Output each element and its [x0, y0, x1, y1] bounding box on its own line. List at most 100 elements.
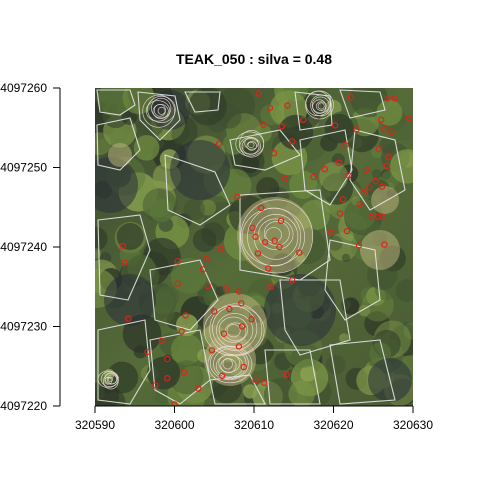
canopy-blob — [371, 146, 384, 159]
tree-point — [235, 288, 243, 295]
canopy-blob — [278, 114, 314, 150]
canopy-blob — [379, 137, 396, 154]
canopy-shadow — [95, 157, 138, 213]
canopy-shadow — [170, 140, 230, 200]
x-tick-label: 320600 — [154, 418, 194, 432]
canopy-blob — [324, 113, 354, 144]
x-tick-label: 320610 — [234, 418, 274, 432]
contour-ring — [253, 214, 299, 260]
contour-ring — [218, 354, 241, 373]
tree-point — [284, 102, 291, 109]
canopy-blob — [361, 289, 394, 322]
canopy-blob — [173, 224, 182, 234]
tree-point — [388, 128, 395, 135]
contour-ring — [104, 376, 113, 385]
contour-ring — [207, 345, 253, 384]
contour-ring — [317, 102, 325, 110]
tree-point — [152, 382, 159, 389]
canopy-blob — [300, 365, 317, 382]
segmentation-polygon — [279, 279, 351, 356]
canopy-blob — [341, 253, 351, 262]
tree-point — [360, 189, 367, 197]
segmentation-polygon — [209, 374, 266, 405]
canopy-shadow — [104, 274, 156, 326]
contour-ring — [142, 94, 176, 128]
x-tick-label: 320630 — [393, 418, 433, 432]
tree-point — [182, 312, 189, 319]
x-tick-label: 320620 — [313, 418, 353, 432]
tree-point — [375, 145, 382, 153]
segmentation-polygon — [239, 189, 331, 281]
segmentation-polygon — [164, 154, 231, 226]
y-axis-ticks: 4097220 4097230 4097240 4097250 4097260 — [0, 81, 60, 413]
contour-ring — [247, 141, 255, 148]
tree-points — [119, 90, 413, 406]
tree-point — [119, 242, 127, 250]
canopy-blob — [188, 88, 227, 126]
contour-ring — [107, 376, 113, 383]
segmentation-polygon — [229, 129, 301, 171]
contour-ring — [150, 97, 172, 119]
canopy-blob — [215, 286, 225, 296]
tree-point — [283, 371, 290, 378]
tree-point — [266, 104, 274, 112]
tree-point — [271, 237, 278, 244]
lidar-contours — [97, 90, 334, 390]
segmentation-polygon — [349, 129, 406, 211]
tree-point — [199, 266, 207, 273]
tree-point — [366, 184, 373, 191]
tree-point — [174, 258, 181, 265]
tree-point — [164, 375, 171, 382]
bright-crown — [108, 143, 132, 167]
contour-ring — [226, 324, 241, 338]
canopy-blob — [95, 380, 119, 406]
contour-ring — [215, 313, 254, 348]
tree-point — [234, 193, 241, 201]
segmentation-polygon — [184, 91, 221, 113]
contour-ring — [100, 371, 119, 388]
tree-point — [296, 249, 303, 256]
tree-point — [300, 116, 307, 124]
tree-point — [226, 305, 233, 313]
tree-point — [378, 183, 386, 190]
tree-point — [265, 265, 272, 272]
tree-point — [240, 363, 247, 371]
contour-ring — [222, 358, 233, 370]
canopy-blob — [201, 222, 226, 247]
canopy-blob — [133, 135, 160, 161]
tree-point — [254, 250, 262, 257]
tree-point — [267, 283, 274, 290]
tree-point — [215, 140, 223, 147]
contour-ring — [215, 354, 244, 378]
tree-point — [381, 241, 388, 248]
canopy-blob — [376, 99, 403, 126]
tree-point — [217, 245, 224, 252]
segmentation-polygons — [96, 89, 406, 405]
canopy-blob — [95, 226, 108, 251]
canopy-blob — [380, 169, 391, 180]
y-tick-label: 4097250 — [0, 161, 47, 175]
contour-ring — [212, 306, 258, 351]
tree-point — [252, 376, 259, 383]
canopy-blob — [390, 149, 413, 184]
tree-point — [144, 348, 151, 356]
bright-crown — [360, 230, 400, 270]
tree-point — [261, 238, 269, 246]
tree-point — [211, 308, 218, 315]
segmentation-polygon — [96, 117, 141, 171]
segmentation-polygon — [324, 239, 381, 321]
tree-point — [222, 285, 230, 293]
contour-ring — [246, 141, 258, 151]
canopy-blob — [319, 162, 349, 192]
canopy-blob — [263, 377, 298, 406]
canopy-blob — [366, 286, 386, 306]
tree-point — [385, 153, 392, 161]
tree-point — [218, 372, 226, 379]
canopy-blob — [170, 333, 203, 366]
canopy-blob — [147, 356, 181, 390]
tree-point — [289, 277, 296, 284]
contour-ring — [209, 346, 249, 381]
tree-point — [362, 166, 370, 174]
contour-ring — [247, 207, 302, 267]
